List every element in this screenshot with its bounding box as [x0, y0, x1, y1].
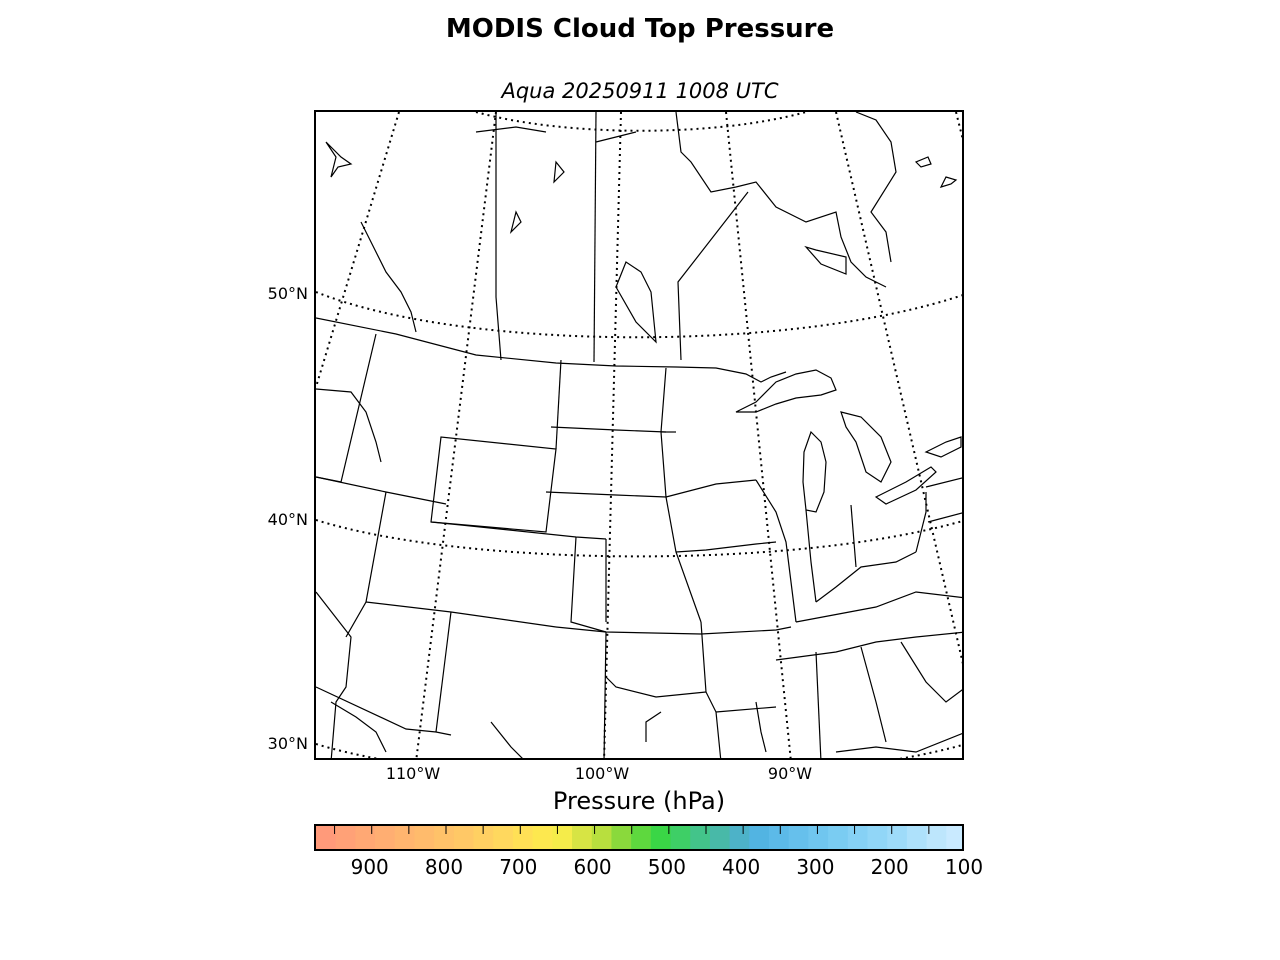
colorbar-tick-label: 400 [722, 855, 761, 879]
colorbar-segment [375, 826, 396, 849]
colorbar-segment [906, 826, 928, 849]
colorbar-label: Pressure (hPa) [552, 787, 726, 815]
lon-label-100: 100°W [574, 764, 630, 783]
colorbar-segment [316, 826, 337, 849]
colorbar-segment [631, 826, 652, 849]
colorbar-segment [788, 826, 810, 849]
colorbar-segment [650, 826, 672, 849]
colorbar-segment [355, 826, 376, 849]
parallel-40n [316, 519, 962, 558]
meridian-110w-b [415, 112, 497, 758]
colorbar-segment [887, 826, 908, 849]
lake-superior [735, 369, 837, 413]
colorbar-tick-label: 800 [424, 855, 464, 879]
colorbar-segment [335, 826, 356, 849]
meridian-80w [835, 112, 962, 665]
colorbar-segment [670, 826, 691, 849]
colorbar-tick-label: 700 [499, 855, 538, 879]
colorbar-segment [709, 826, 731, 849]
meridian-70w [955, 112, 962, 141]
lake-ontario [924, 436, 962, 458]
colorbar-segment [434, 826, 455, 849]
colorbar-ramp [316, 826, 962, 849]
lake-erie [874, 466, 937, 505]
colorbar-segment [847, 826, 869, 849]
colorbar-segment [473, 826, 494, 849]
graticule [316, 112, 962, 758]
colorbar-segment [808, 826, 829, 849]
chart-title: MODIS Cloud Top Pressure [445, 14, 835, 44]
colorbar-segment [572, 826, 593, 849]
lat-label-30: 30°N [267, 734, 308, 753]
colorbar-segment [552, 826, 573, 849]
colorbar-segment [729, 826, 750, 849]
chart-subtitle: Aqua 20250911 1008 UTC [501, 79, 779, 103]
colorbar-tick-label: 200 [870, 855, 909, 879]
parallel-30n [316, 743, 962, 758]
colorbar-segment [828, 826, 849, 849]
us-canada-border [316, 317, 787, 383]
lon-label-90: 90°W [767, 764, 813, 783]
colorbar-tick-label: 600 [573, 855, 612, 879]
colorbar-segment [690, 826, 711, 849]
colorbar-segment [414, 826, 435, 849]
colorbar-segment [493, 826, 514, 849]
colorbar-tick-label: 900 [350, 855, 389, 879]
colorbar-segment [394, 826, 416, 849]
colorbar-segment [867, 826, 888, 849]
meridian-90w [725, 112, 792, 758]
parallel-50n [316, 291, 962, 339]
parallel-top [475, 112, 807, 132]
colorbar-tick-label: 500 [647, 855, 686, 879]
colorbar-segment [946, 826, 962, 849]
lon-label-110: 110°W [385, 764, 441, 783]
colorbar-segment [769, 826, 790, 849]
political-boundaries [316, 112, 962, 758]
lake-huron [840, 411, 892, 483]
colorbar-segment [749, 826, 770, 849]
colorbar-tick-label: 100 [944, 855, 984, 879]
colorbar [314, 824, 964, 851]
meridian-110w [316, 112, 400, 388]
colorbar-segment [926, 826, 947, 849]
map-canvas [316, 112, 962, 758]
colorbar-segment [532, 826, 553, 849]
lat-label-50: 50°N [267, 284, 308, 303]
colorbar-segment [453, 826, 475, 849]
lake-michigan [802, 430, 827, 513]
meridian-100w [603, 112, 622, 758]
lat-label-40: 40°N [267, 510, 308, 529]
map-panel [314, 110, 964, 760]
colorbar-tick-label: 300 [796, 855, 835, 879]
colorbar-segment [512, 826, 534, 849]
colorbar-segment [611, 826, 632, 849]
colorbar-segment [591, 826, 613, 849]
